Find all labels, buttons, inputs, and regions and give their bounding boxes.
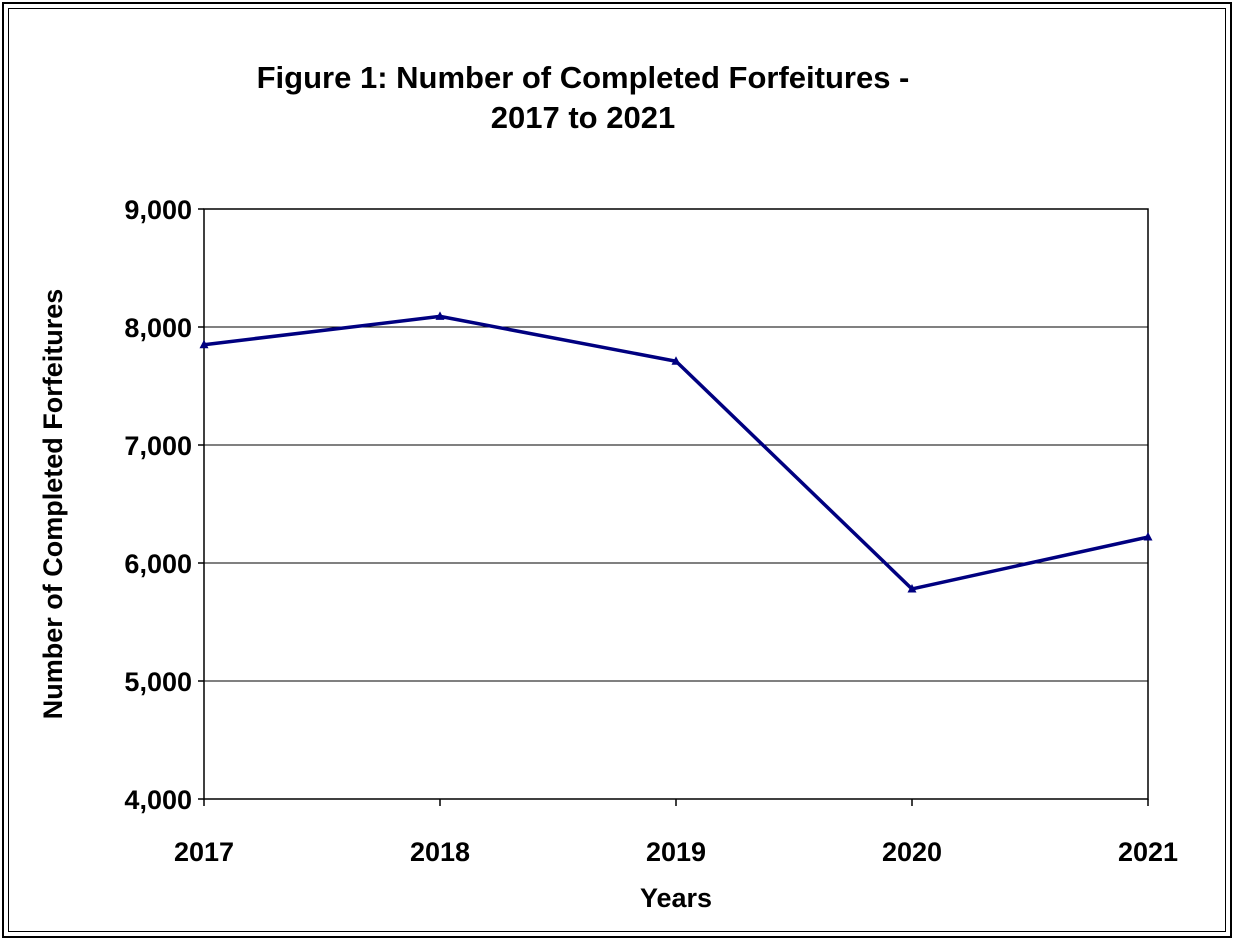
- x-axis: 2017 2018 2019 2020 2021: [174, 799, 1178, 867]
- chart-title-line-2: 2017 to 2021: [491, 100, 675, 135]
- chart-border-inner: [8, 8, 1226, 932]
- y-tick-label: 8,000: [124, 313, 192, 343]
- plot-area: [203, 208, 1149, 800]
- y-tick-label: 5,000: [124, 667, 192, 697]
- x-tick-label: 2018: [410, 837, 470, 867]
- y-tick-label: 7,000: [124, 431, 192, 461]
- y-tick-label: 6,000: [124, 549, 192, 579]
- x-tick-label: 2019: [646, 837, 706, 867]
- data-point-marker: [435, 311, 445, 320]
- x-axis-title: Years: [640, 883, 712, 913]
- y-tick-label: 4,000: [124, 785, 192, 815]
- data-point-marker: [907, 583, 917, 593]
- x-tick-label: 2021: [1118, 837, 1178, 867]
- data-point-marker: [199, 339, 209, 349]
- data-point-marker: [671, 356, 681, 365]
- x-tick-label: 2017: [174, 837, 234, 867]
- data-point-marker: [1143, 532, 1153, 541]
- chart-title-line-1: Figure 1: Number of Completed Forfeiture…: [257, 60, 910, 95]
- y-axis-title: Number of Completed Forfeitures: [38, 289, 68, 720]
- x-tick-label: 2020: [882, 837, 942, 867]
- y-tick-label: 9,000: [124, 195, 192, 225]
- gridlines: [204, 326, 1148, 682]
- series-line: [199, 311, 1153, 593]
- y-axis: 4,000 5,000 6,000 7,000 8,000 9,000: [124, 195, 204, 815]
